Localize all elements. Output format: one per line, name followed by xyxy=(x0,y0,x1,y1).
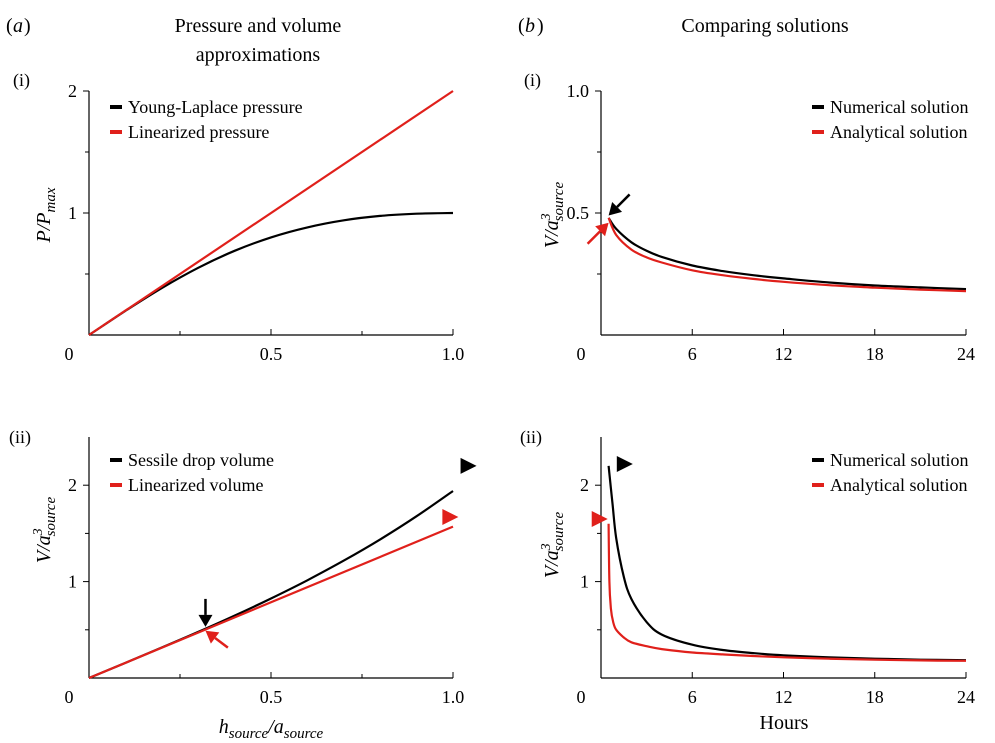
y-tick-label: 0.5 xyxy=(567,203,590,223)
arrow-marker-shaft xyxy=(616,193,631,208)
b-ii-ylabel-sub: source xyxy=(551,512,567,552)
legend-label: Analytical solution xyxy=(830,475,967,495)
a-i-ylabel-p2: P xyxy=(33,213,55,226)
x-tick-label: 0 xyxy=(65,344,74,364)
legend-label: Analytical solution xyxy=(830,122,967,142)
a-ii-xlabel: hsource/asource xyxy=(219,716,324,742)
panel-b-letter: b xyxy=(525,15,535,37)
a-ii-xlabel-a: a xyxy=(274,716,284,738)
a-i-ylabel-p1: P xyxy=(33,230,55,243)
y-tick-label: 1 xyxy=(580,572,589,592)
y-tick-label: 1.0 xyxy=(567,81,590,101)
legend-label: Numerical solution xyxy=(830,450,968,470)
panel-a-letter: a xyxy=(13,15,23,37)
arrow-marker-head xyxy=(595,222,609,237)
series-line-primary xyxy=(88,490,454,680)
subplot-b-i: 0 6 12 18 24 0.5 1.0 (i) Numerical solution Analy… xyxy=(524,70,975,364)
legend-label: Numerical solution xyxy=(830,97,968,117)
a-ii-xlabel-sub2: source xyxy=(284,726,324,742)
x-tick-label: 12 xyxy=(775,344,793,364)
subplot-a-i: 0 0.5 1.0 1 2 (i) Young-Laplace pressure Linear… xyxy=(13,70,464,364)
legend-label: Linearized pressure xyxy=(128,122,269,142)
a-i-ylabel-sub: max xyxy=(43,187,59,212)
arrow-marker-shaft xyxy=(214,636,229,649)
x-tick-label: 12 xyxy=(775,687,793,707)
arrow-marker-head xyxy=(198,614,213,627)
legend-label: Linearized volume xyxy=(128,475,263,495)
x-tick-label: 0 xyxy=(577,687,586,707)
panel-b-title-line1: Comparing solutions xyxy=(681,15,848,37)
panel-b-letter-close: ) xyxy=(537,15,544,37)
panel-a-title-line2: approximations xyxy=(196,44,321,66)
a-ii-ylabel-sup: 3 xyxy=(31,528,46,536)
arrow-marker-head xyxy=(608,202,623,216)
series-line-primary xyxy=(607,465,967,662)
panel-a-letter-open: ( xyxy=(6,15,13,37)
x-tick-label: 24 xyxy=(957,687,975,707)
x-tick-label: 0.5 xyxy=(260,687,283,707)
series-line-secondary xyxy=(607,217,967,293)
series-line-primary xyxy=(88,211,454,336)
y-tick-label: 2 xyxy=(68,81,77,101)
arrow-marker-shaft xyxy=(586,230,602,245)
legend-label: Young-Laplace pressure xyxy=(128,97,303,117)
y-tick-label: 1 xyxy=(68,572,77,592)
a-ii-xlabel-h: h xyxy=(219,716,229,738)
subplot-tag: (ii) xyxy=(9,427,31,448)
x-tick-label: 18 xyxy=(866,344,884,364)
b-ii-ylabel-sup: 3 xyxy=(539,543,554,551)
subplot-a-ii: 0 0.5 1.0 1 2 (ii) Sessile drop volume Lineariz… xyxy=(9,427,477,707)
panel-b-letter-open: ( xyxy=(518,15,525,37)
b-i-ylabel: V/a3source xyxy=(539,182,567,249)
panel-a-letter-close: ) xyxy=(24,15,31,37)
y-tick-label: 2 xyxy=(68,475,77,495)
y-tick-label: 2 xyxy=(580,475,589,495)
x-tick-label: 6 xyxy=(688,344,697,364)
x-tick-label: 1.0 xyxy=(442,344,465,364)
series-line-secondary xyxy=(88,525,454,680)
y-tick-label: 1 xyxy=(68,203,77,223)
b-i-ylabel-sub: source xyxy=(551,182,567,222)
panel-a-title-line1: Pressure and volume xyxy=(175,15,342,37)
triangle-marker xyxy=(616,455,633,472)
x-tick-label: 18 xyxy=(866,687,884,707)
series-line-primary xyxy=(607,217,967,291)
x-tick-label: 6 xyxy=(688,687,697,707)
triangle-marker xyxy=(591,510,608,527)
series-line-secondary xyxy=(607,523,967,662)
x-tick-label: 0 xyxy=(577,344,586,364)
b-ii-xlabel: Hours xyxy=(760,712,809,734)
legend-label: Sessile drop volume xyxy=(128,450,274,470)
a-ii-ylabel-sub: source xyxy=(43,497,59,537)
b-i-ylabel-sup: 3 xyxy=(539,213,554,221)
subplot-tag: (ii) xyxy=(520,427,542,448)
triangle-marker xyxy=(442,509,459,526)
x-tick-label: 0 xyxy=(65,687,74,707)
subplot-tag: (i) xyxy=(13,70,30,91)
x-tick-label: 1.0 xyxy=(442,687,465,707)
a-i-ylabel: P/Pmax xyxy=(33,187,59,243)
x-tick-label: 24 xyxy=(957,344,975,364)
arrow-marker-head xyxy=(205,630,220,644)
a-ii-ylabel: V/a3source xyxy=(31,497,59,564)
series-line-secondary xyxy=(88,90,454,336)
x-tick-label: 0.5 xyxy=(260,344,283,364)
a-ii-xlabel-sub1: source xyxy=(229,726,269,742)
subplot-tag: (i) xyxy=(524,70,541,91)
b-ii-ylabel: V/a3source xyxy=(539,512,567,579)
triangle-marker xyxy=(460,457,477,474)
